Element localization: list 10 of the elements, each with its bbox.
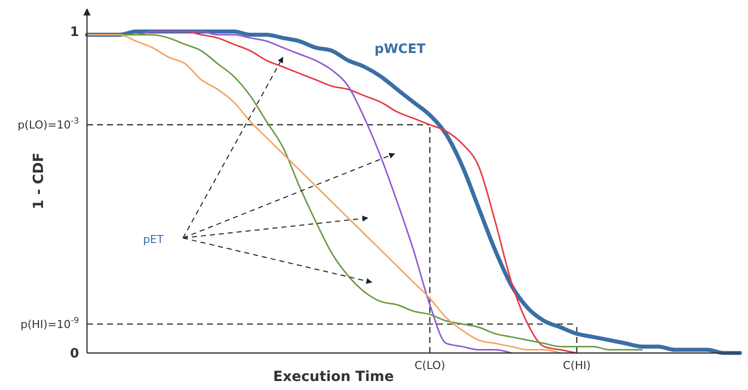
y-axis-title: 1 - CDF (31, 152, 47, 210)
annotation: pET (143, 233, 164, 246)
y-tick-label: 1 (70, 25, 79, 40)
x-tick-label: C(LO) (414, 359, 446, 372)
y-tick-label: p(LO)=10$^{-3}$ (18, 116, 79, 132)
series-label: pWCET (374, 42, 426, 57)
x-axis-title: Execution Time (273, 369, 394, 385)
y-tick-label: p(HI)=10$^{-9}$ (20, 314, 79, 331)
y-tick-label: 0 (70, 346, 79, 362)
x-tick-label: C(HI) (562, 359, 591, 372)
